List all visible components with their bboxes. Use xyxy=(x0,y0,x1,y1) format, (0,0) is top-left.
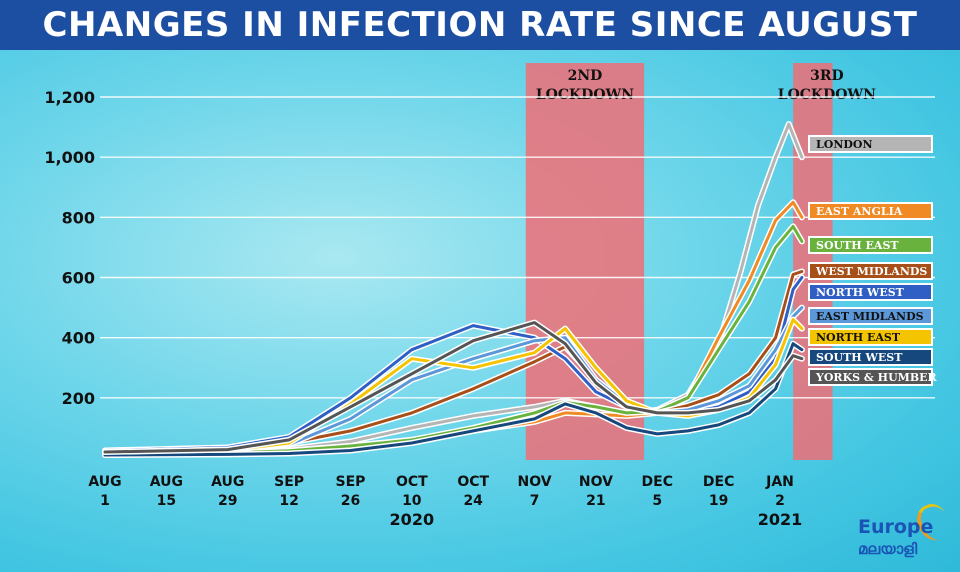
series-line-halo xyxy=(102,268,805,455)
legend-label: NORTH EAST xyxy=(816,331,901,344)
lockdown-label-number: 2ND xyxy=(568,68,603,84)
y-tick-label: 600 xyxy=(62,269,95,288)
x-tick-day: 29 xyxy=(218,493,237,509)
legend-label: WEST MIDLANDS xyxy=(815,265,927,278)
legend-box xyxy=(810,238,931,252)
x-tick-day: 1 xyxy=(100,493,110,509)
europe-malayali-logo: Europe മലയാളി xyxy=(856,499,954,566)
x-tick-month: DEC xyxy=(642,474,673,490)
x-tick-day: 5 xyxy=(652,493,662,509)
x-tick-day: 7 xyxy=(530,493,540,509)
y-tick-label: 1,000 xyxy=(44,148,95,167)
x-tick-day: 15 xyxy=(157,493,176,509)
legend-label: EAST ANGLIA xyxy=(816,205,903,218)
x-tick-month: NOV xyxy=(518,474,552,490)
x-tick-month: OCT xyxy=(457,474,489,490)
x-tick-month: JAN xyxy=(765,474,794,490)
x-tick-month: NOV xyxy=(579,474,613,490)
x-tick-month: SEP xyxy=(335,474,365,490)
title-bar: CHANGES IN INFECTION RATE SINCE AUGUST xyxy=(0,0,960,50)
logo-sub: മലയാളി xyxy=(858,540,918,558)
lockdown-band xyxy=(525,63,645,460)
legend-box xyxy=(810,330,931,344)
y-tick-label: 400 xyxy=(62,329,95,348)
lockdown-label-number: 3RD xyxy=(810,68,844,84)
series-line xyxy=(103,270,804,453)
logo-word: Europe xyxy=(858,516,934,538)
legend-label: EAST MIDLANDS xyxy=(816,310,924,323)
lockdown-label-word: LOCKDOWN xyxy=(778,87,876,103)
legend-box xyxy=(810,350,931,364)
legend-box xyxy=(810,309,931,323)
year-label: 2020 xyxy=(390,510,435,529)
chart-title: CHANGES IN INFECTION RATE SINCE AUGUST xyxy=(42,5,918,45)
x-tick-month: OCT xyxy=(396,474,428,490)
y-tick-label: 200 xyxy=(62,389,95,408)
x-tick-day: 21 xyxy=(586,493,605,509)
series-line xyxy=(103,276,804,452)
year-label: 2021 xyxy=(758,510,803,529)
x-tick-day: 24 xyxy=(463,493,483,509)
legend-box xyxy=(810,285,931,299)
legend-label: LONDON xyxy=(816,138,873,151)
x-tick-day: 19 xyxy=(709,493,728,509)
y-tick-label: 1,200 xyxy=(44,88,95,107)
legend-label: NORTH WEST xyxy=(816,286,905,299)
x-tick-day: 26 xyxy=(341,493,360,509)
x-tick-month: DEC xyxy=(703,474,734,490)
x-tick-month: AUG xyxy=(211,474,244,490)
x-tick-day: 10 xyxy=(402,493,422,509)
x-tick-month: AUG xyxy=(150,474,183,490)
series-line xyxy=(103,224,804,456)
series-line xyxy=(103,342,804,457)
x-tick-day: 2 xyxy=(775,493,785,509)
x-tick-day: 12 xyxy=(279,493,298,509)
legend-box xyxy=(810,204,931,218)
legend-label: SOUTH WEST xyxy=(816,351,903,364)
legend-label: SOUTH EAST xyxy=(816,239,899,252)
series-line xyxy=(103,321,804,454)
y-tick-label: 800 xyxy=(62,208,95,227)
lockdown-label-word: LOCKDOWN xyxy=(536,87,634,103)
legend-box xyxy=(810,370,931,384)
legend-label: YORKS & HUMBER xyxy=(815,371,938,384)
x-tick-month: SEP xyxy=(274,474,304,490)
lockdown-band xyxy=(793,63,833,460)
x-tick-month: AUG xyxy=(88,474,121,490)
legend-box xyxy=(810,264,931,278)
legend-box xyxy=(810,137,931,151)
